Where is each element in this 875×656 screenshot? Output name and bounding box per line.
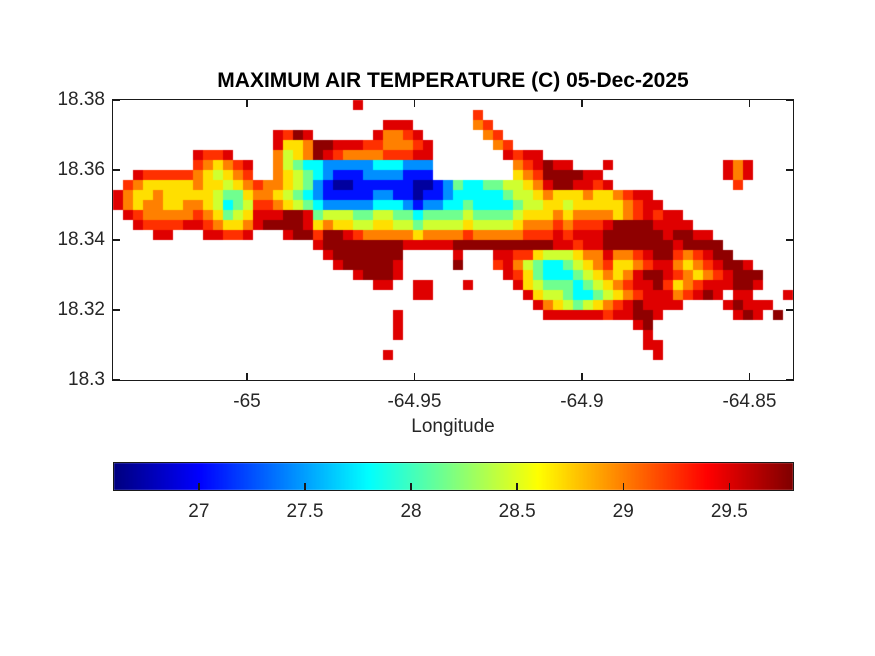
colorbar-tick-mark (304, 483, 306, 490)
colorbar-tick-mark (198, 483, 200, 490)
y-tick-mark (113, 99, 120, 101)
colorbar-tick-label: 27.5 (286, 501, 324, 522)
x-tick-mark (581, 373, 583, 380)
colorbar-tick-label: 29 (612, 501, 634, 522)
x-tick-mark (246, 373, 248, 380)
colorbar-tick-mark (516, 483, 518, 490)
y-tick-mark-right (786, 99, 793, 101)
colorbar-tick-label: 29.5 (710, 501, 748, 522)
colorbar-tick-label: 28 (400, 501, 422, 522)
x-tick-mark (413, 373, 416, 380)
x-tick-label: -64.9 (560, 391, 604, 412)
colorbar-tick-label: 27 (188, 501, 210, 522)
x-tick-mark-top (413, 100, 416, 107)
colorbar-tick-mark (410, 483, 412, 490)
y-tick-mark-right (786, 239, 793, 241)
y-tick-mark (113, 309, 120, 311)
y-tick-label: 18.32 (57, 299, 105, 320)
y-tick-label: 18.3 (68, 369, 105, 390)
x-tick-label: -65 (233, 391, 261, 412)
plot-area-box (111, 98, 794, 381)
y-tick-mark (113, 169, 120, 171)
colorbar (112, 461, 794, 491)
x-tick-mark-top (748, 100, 751, 107)
x-tick-label: -64.85 (722, 391, 777, 412)
y-tick-mark (113, 379, 120, 381)
y-tick-mark-right (786, 309, 793, 311)
y-tick-label: 18.36 (57, 159, 105, 180)
chart-title: MAXIMUM AIR TEMPERATURE (C) 05-Dec-2025 (217, 69, 689, 92)
y-tick-mark (113, 239, 120, 241)
y-tick-label: 18.38 (57, 89, 105, 110)
x-tick-label: -64.95 (387, 391, 442, 412)
y-tick-mark-right (786, 169, 793, 171)
colorbar-tick-label: 28.5 (498, 501, 536, 522)
colorbar-tick-mark (622, 483, 624, 490)
x-tick-mark-top (581, 100, 583, 107)
y-tick-label: 18.34 (57, 229, 105, 250)
x-axis-label: Longitude (411, 416, 495, 437)
x-tick-mark (748, 373, 751, 380)
x-tick-mark-top (246, 100, 248, 107)
y-tick-mark-right (786, 379, 793, 381)
colorbar-tick-mark (728, 483, 731, 490)
